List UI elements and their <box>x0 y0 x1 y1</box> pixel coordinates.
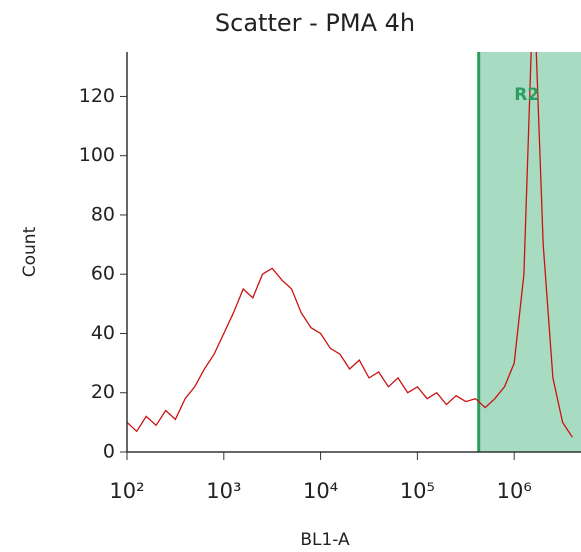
y-tick-label: 100 <box>79 144 115 166</box>
histogram-line <box>127 52 573 438</box>
x-tick-label: 10⁶ <box>497 479 532 503</box>
x-tick-label: 10³ <box>206 479 241 503</box>
y-tick-label: 60 <box>91 263 115 285</box>
chart-title: Scatter - PMA 4h <box>215 9 415 37</box>
y-tick-label: 20 <box>91 381 115 403</box>
x-tick-label: 10⁴ <box>303 479 338 503</box>
x-tick-label: 10⁵ <box>400 479 435 503</box>
y-tick-label: 80 <box>91 203 115 225</box>
y-tick-label: 40 <box>91 322 115 344</box>
x-axis-label: BL1-A <box>300 530 350 550</box>
y-tick-label: 120 <box>79 85 115 107</box>
y-tick-label: 0 <box>103 441 115 463</box>
plot-area <box>127 52 581 452</box>
x-tick-label: 10² <box>109 479 144 503</box>
y-axis-label: Count <box>20 226 40 277</box>
gate-label: R2 <box>514 85 539 105</box>
gate-region <box>478 52 581 452</box>
